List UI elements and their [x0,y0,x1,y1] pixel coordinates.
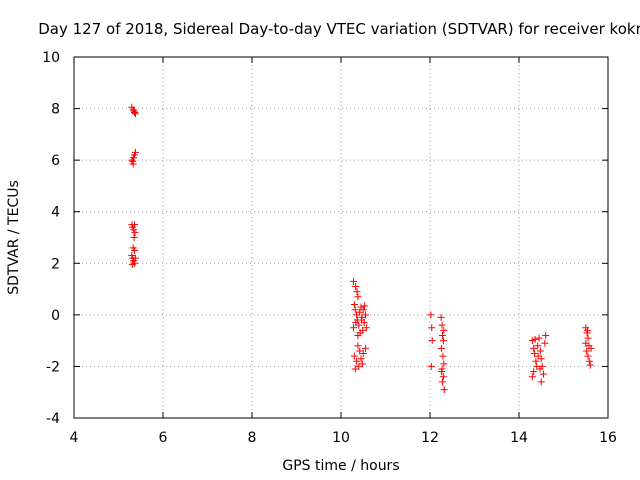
y-tick-label: 0 [51,308,60,324]
data-point [439,373,447,381]
data-point [131,148,139,156]
data-point [531,350,539,358]
data-point [131,221,139,229]
data-points [128,103,595,394]
data-point [131,228,139,236]
data-point [354,293,362,301]
data-point [539,370,547,378]
data-point [350,352,358,360]
data-point [358,326,366,334]
data-point [354,331,362,339]
data-point [439,352,447,360]
grid-layer [74,57,608,418]
data-point [534,342,542,350]
data-point [530,368,538,376]
data-point [531,335,539,343]
data-point [351,306,359,314]
data-point [361,344,369,352]
data-point [530,344,538,352]
data-point [587,344,595,352]
data-point [586,361,594,369]
tick-layer: 4 6 8 10 12 14 16 -4 -2 0 2 4 6 8 10 [42,50,617,446]
data-point [428,337,436,345]
data-point [131,254,139,262]
y-tick-label: -2 [46,359,60,375]
data-point [355,362,363,370]
data-point [130,107,138,115]
x-tick-label: 16 [599,430,617,446]
data-point [129,160,137,168]
data-point [584,326,592,334]
data-point [438,344,446,352]
data-point [440,386,448,394]
x-tick-label: 4 [70,430,79,446]
data-point [437,313,445,321]
y-tick-label: -4 [46,411,60,427]
y-tick-label: 10 [42,50,60,66]
x-tick-label: 12 [421,430,439,446]
x-tick-label: 6 [159,430,168,446]
data-point [354,342,362,350]
data-point [359,306,367,314]
data-point [357,355,365,363]
data-point [359,350,367,358]
data-point [356,308,364,316]
y-tick-label: 4 [51,205,60,221]
x-tick-label: 14 [510,430,528,446]
data-point [349,324,357,332]
x-tick-label: 8 [248,430,257,446]
data-point [427,311,435,319]
data-point [537,378,545,386]
data-point [584,352,592,360]
data-point [584,334,592,342]
data-point [583,347,591,355]
data-point [352,319,360,327]
data-point [438,368,446,376]
data-point [585,357,593,365]
y-tick-label: 6 [51,153,60,169]
data-point [532,357,540,365]
data-point [541,339,549,347]
y-tick-label: 8 [51,102,60,118]
data-point [535,334,543,342]
data-point [350,301,358,309]
data-point [357,316,365,324]
data-point [128,261,136,269]
data-point [536,347,544,355]
data-point [352,282,360,290]
data-point [427,362,435,370]
data-point [353,288,361,296]
data-point [440,326,448,334]
data-point [130,234,138,241]
data-point [542,331,550,339]
data-point [438,331,446,339]
y-axis-label: SDTVAR / TECUs [6,180,22,295]
data-point [440,360,448,368]
data-point [536,365,544,373]
data-point [361,311,369,319]
data-point [534,352,542,360]
data-point [582,339,590,347]
data-point [351,365,359,373]
data-point [428,324,436,332]
data-point [528,373,536,381]
data-point [438,378,446,386]
data-point [131,246,139,254]
x-tick-label: 10 [332,430,350,446]
data-point [361,302,369,310]
data-point [349,277,357,285]
chart-title: Day 127 of 2018, Sidereal Day-to-day VTE… [38,20,640,38]
data-point [362,324,370,332]
x-axis-label: GPS time / hours [282,458,399,474]
data-point [358,360,366,368]
data-point [439,337,447,345]
data-point [438,321,446,329]
y-tick-label: 2 [51,256,60,272]
data-point [356,347,364,355]
data-point [353,357,361,365]
